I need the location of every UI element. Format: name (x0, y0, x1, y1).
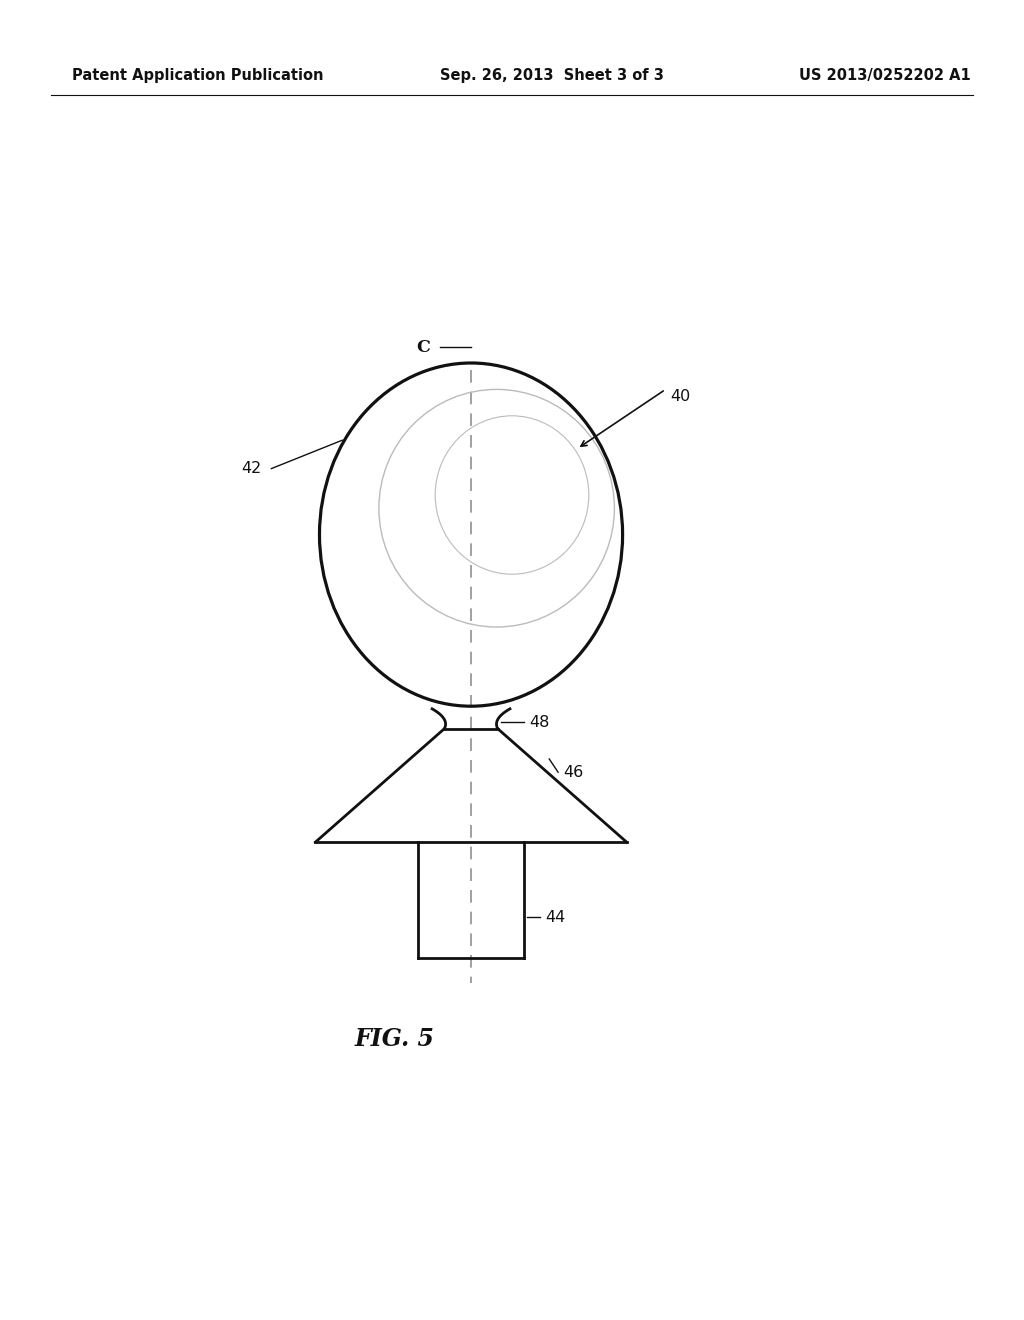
Text: 42: 42 (241, 461, 261, 477)
Text: 46: 46 (563, 764, 584, 780)
Text: FIG. 5: FIG. 5 (354, 1027, 434, 1051)
Text: 48: 48 (529, 714, 550, 730)
Text: 40: 40 (671, 388, 691, 404)
Text: 44: 44 (545, 909, 565, 925)
Text: US 2013/0252202 A1: US 2013/0252202 A1 (799, 67, 971, 83)
Text: Patent Application Publication: Patent Application Publication (72, 67, 324, 83)
Text: Sep. 26, 2013  Sheet 3 of 3: Sep. 26, 2013 Sheet 3 of 3 (440, 67, 665, 83)
Text: C: C (416, 339, 430, 356)
